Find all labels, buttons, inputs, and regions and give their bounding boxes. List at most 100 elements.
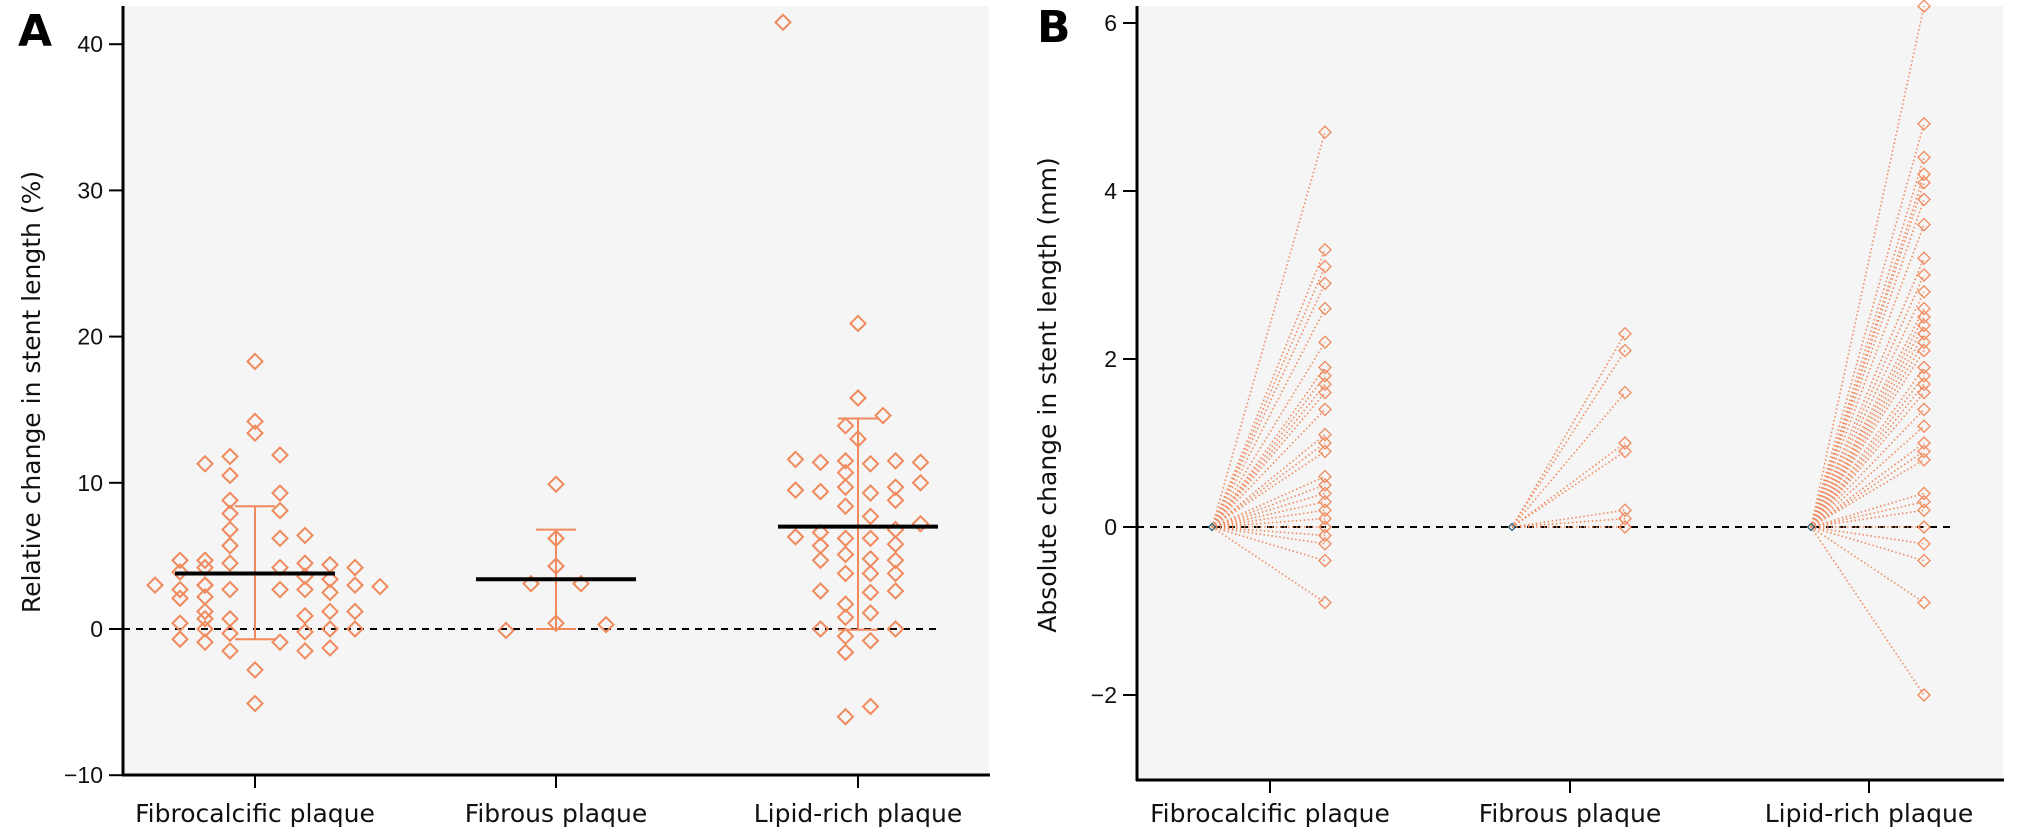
paired-line	[1211, 509, 1326, 528]
data-point	[1318, 436, 1332, 450]
data-point	[296, 642, 314, 660]
x-tick-label: Fibrocalcific plaque	[135, 799, 375, 828]
paired-line	[1810, 173, 1925, 528]
panel-a-letter: A	[18, 6, 52, 57]
data-point	[497, 621, 515, 640]
data-point	[1318, 511, 1332, 526]
data-point	[886, 451, 905, 470]
data-point	[774, 13, 792, 32]
data-point	[1318, 469, 1332, 484]
panel-a-y-axis-title: Relative change in stent length (%)	[17, 171, 46, 613]
data-point	[1917, 452, 1931, 467]
paired-line	[1211, 517, 1326, 528]
paired-line	[1810, 526, 1925, 696]
y-tick-label: 0	[90, 616, 103, 642]
paired-line	[1211, 526, 1326, 537]
data-point	[271, 580, 289, 599]
paired-line	[1511, 350, 1626, 528]
paired-line	[1810, 157, 1925, 528]
panel-b: B −2 0 2 4 6 Fibrocalcific plaque Fibrous pla…	[1033, 0, 2004, 828]
data-point	[861, 564, 880, 583]
series-fibrous-plaque	[476, 475, 636, 640]
data-point	[836, 595, 855, 614]
data-point	[597, 615, 615, 634]
data-point	[1618, 511, 1632, 526]
data-point	[1618, 436, 1632, 450]
paired-line	[1810, 224, 1925, 528]
data-point	[146, 576, 164, 595]
data-point	[1917, 326, 1931, 341]
panel-b-x-axis-ticks: Fibrocalcific plaque Fibrous plaque Lipid-…	[1150, 780, 1973, 828]
data-point	[1318, 276, 1332, 291]
y-tick-label: 0	[1104, 514, 1117, 540]
data-point	[836, 545, 855, 564]
series-lipid-rich-plaque	[1806, 0, 1931, 702]
data-point	[246, 424, 264, 443]
data-point	[1917, 377, 1931, 392]
data-point	[1917, 268, 1931, 282]
data-point	[1917, 385, 1931, 400]
data-point	[221, 447, 239, 466]
paired-line	[1810, 450, 1925, 528]
data-point	[196, 454, 214, 473]
paired-line	[1211, 392, 1326, 528]
data-point	[321, 570, 339, 589]
data-point	[811, 523, 830, 542]
data-point	[861, 529, 880, 548]
data-point	[1318, 385, 1332, 400]
panel-b-plot-background	[1137, 6, 2003, 780]
data-point	[1917, 553, 1931, 568]
data-point	[1917, 436, 1931, 450]
paired-line	[1211, 475, 1326, 528]
paired-line	[1810, 375, 1925, 528]
paired-line	[1211, 526, 1326, 545]
data-point	[1917, 0, 1931, 14]
data-point	[1318, 360, 1332, 375]
data-point	[246, 412, 264, 431]
y-tick-label: 4	[1104, 178, 1117, 204]
data-point	[1917, 536, 1931, 551]
data-point	[1318, 368, 1332, 383]
data-point	[786, 450, 805, 469]
data-point	[296, 526, 314, 545]
data-point	[1917, 175, 1931, 190]
data-point	[296, 623, 314, 641]
data-point	[196, 620, 214, 638]
data-point	[1917, 310, 1931, 324]
paired-line	[1211, 501, 1326, 528]
paired-line	[1211, 249, 1326, 528]
data-point	[196, 551, 214, 570]
x-tick-label: Lipid-rich plaque	[754, 799, 963, 828]
paired-line	[1511, 333, 1626, 528]
data-point	[221, 642, 239, 660]
data-point	[321, 639, 339, 657]
data-point	[346, 576, 364, 595]
series-fibrocalcific-plaque	[146, 352, 389, 713]
series-lipid-rich-plaque	[774, 13, 938, 726]
data-point	[861, 507, 880, 526]
paired-line	[1211, 433, 1326, 528]
data-point	[836, 416, 855, 435]
panel-a-x-axis-ticks: Fibrocalcific plaque Fibrous plaque Lipid-…	[135, 775, 962, 828]
data-point	[221, 624, 239, 643]
data-point	[874, 406, 892, 425]
data-point	[849, 389, 867, 407]
data-point	[371, 577, 389, 596]
data-point	[836, 564, 855, 583]
data-point	[1917, 284, 1931, 299]
data-point	[1318, 125, 1332, 140]
paired-line	[1810, 123, 1925, 528]
data-point	[547, 614, 565, 633]
data-point	[1318, 242, 1332, 257]
panel-b-marks	[1137, 0, 1952, 702]
data-point	[886, 620, 905, 638]
data-point	[1618, 343, 1632, 358]
data-point	[271, 501, 289, 520]
data-point	[321, 583, 339, 602]
data-point	[1318, 259, 1332, 274]
data-point	[1318, 402, 1332, 417]
data-point	[1917, 301, 1931, 316]
data-point	[246, 694, 264, 713]
data-point	[886, 564, 905, 583]
